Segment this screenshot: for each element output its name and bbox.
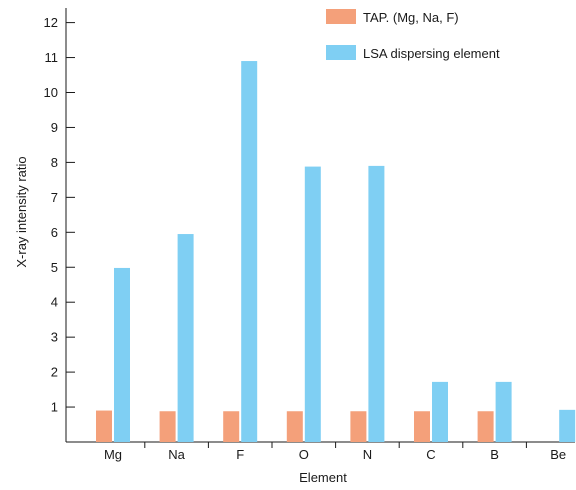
- y-tick-label: 2: [51, 365, 58, 380]
- x-tick-label: Be: [550, 447, 566, 462]
- legend-swatch-tap: [326, 9, 356, 24]
- bar-lsa-b: [495, 381, 512, 442]
- bar-lsa-na: [177, 234, 194, 442]
- x-axis-label: Element: [299, 470, 347, 485]
- y-tick-label: 4: [51, 295, 58, 310]
- y-tick-label: 7: [51, 190, 58, 205]
- y-tick-label: 5: [51, 260, 58, 275]
- x-ticks: Mg Na F O N C B Be: [104, 442, 566, 462]
- bar-tap-na: [159, 411, 176, 442]
- bar-lsa-f: [241, 61, 258, 443]
- y-tick-label: 12: [44, 15, 58, 30]
- bar-lsa-n: [368, 165, 385, 442]
- bar-lsa-mg: [114, 267, 130, 442]
- bar-tap-n: [350, 411, 367, 442]
- bar-lsa-o: [304, 166, 321, 442]
- x-tick-label: C: [426, 447, 435, 462]
- x-tick-label: B: [490, 447, 499, 462]
- y-tick-label: 1: [51, 400, 58, 415]
- x-tick-label: O: [299, 447, 309, 462]
- y-tick-label: 3: [51, 330, 58, 345]
- bar-tap-o: [286, 411, 303, 442]
- x-tick-label: Na: [168, 447, 185, 462]
- legend-label-lsa: LSA dispersing element: [363, 46, 500, 61]
- x-tick-label: N: [363, 447, 372, 462]
- x-axis: Mg Na F O N C B Be: [66, 441, 575, 462]
- y-tick-label: 9: [51, 120, 58, 135]
- x-tick-label: Mg: [104, 447, 122, 462]
- y-axis-label: X-ray intensity ratio: [14, 156, 29, 267]
- bars: [96, 61, 576, 443]
- x-tick-label: F: [236, 447, 244, 462]
- bar-tap-mg: [96, 410, 112, 442]
- legend-label-tap: TAP. (Mg, Na, F): [363, 10, 459, 25]
- bar-tap-b: [477, 411, 494, 442]
- bar-lsa-c: [432, 381, 448, 442]
- bar-lsa-be: [559, 409, 576, 442]
- y-tick-label: 11: [45, 50, 59, 65]
- y-tick-label: 8: [51, 155, 58, 170]
- bar-tap-f: [223, 411, 240, 442]
- bar-tap-c: [414, 411, 430, 442]
- y-tick-label: 6: [51, 225, 58, 240]
- legend: TAP. (Mg, Na, F) LSA dispersing element: [326, 9, 500, 61]
- y-tick-label: 10: [44, 85, 58, 100]
- legend-swatch-lsa: [326, 45, 356, 60]
